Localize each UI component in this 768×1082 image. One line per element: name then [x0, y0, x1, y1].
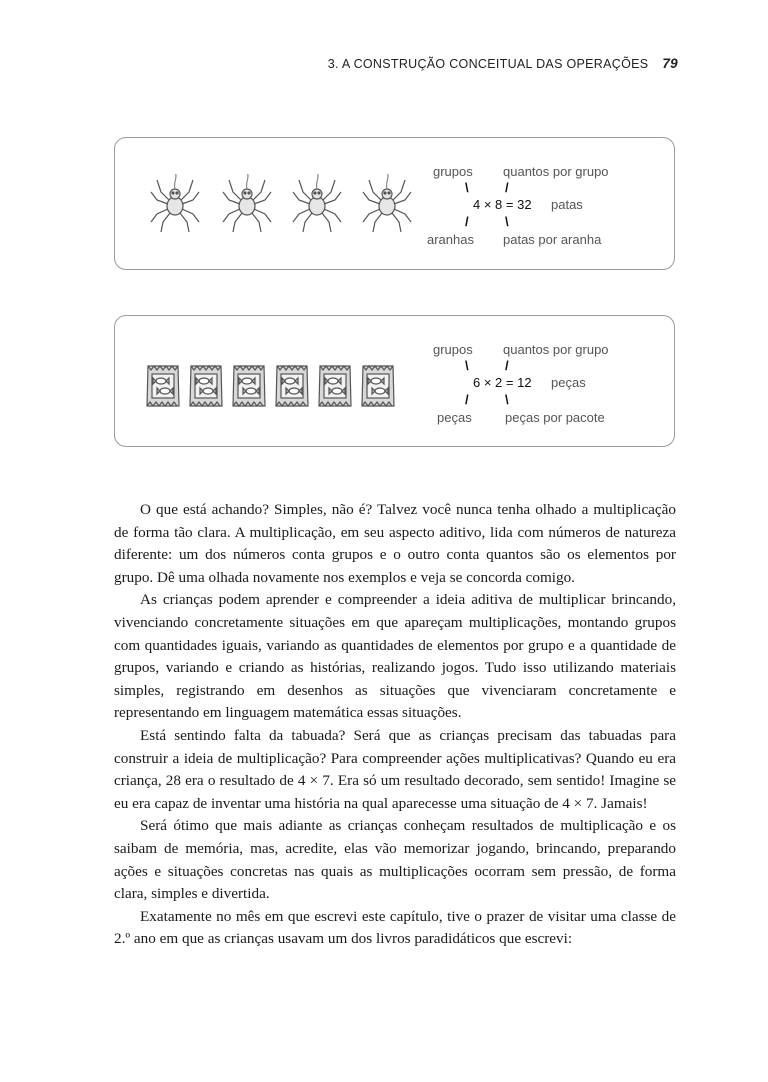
page-number: 79 — [662, 56, 678, 71]
candy-bag-icon — [189, 365, 223, 407]
example-box-candy-bags: grupos quantos por grupo \ / 6 × 2 = 12 … — [114, 315, 675, 447]
label-per-group: quantos por grupo — [503, 164, 609, 179]
body-text: O que está achando? Simples, não é? Talv… — [114, 499, 676, 951]
label-groups-name: peças — [437, 410, 472, 425]
candy-bag-icon — [318, 365, 352, 407]
connector-line: / — [505, 358, 509, 373]
result-unit: peças — [551, 375, 586, 390]
chapter-title: 3. A CONSTRUÇÃO CONCEITUAL DAS OPERAÇÕES — [327, 57, 649, 71]
spider-icon — [222, 174, 272, 233]
spider-icon — [362, 174, 412, 233]
multiplication-diagram: grupos quantos por grupo \ / 4 × 8 = 32 … — [421, 156, 661, 256]
candy-bag-icon — [275, 365, 309, 407]
connector-line: / — [465, 214, 469, 229]
label-groups: grupos — [433, 164, 473, 179]
spider-icon — [292, 174, 342, 233]
spider-icon — [150, 174, 200, 233]
candy-bag-icon — [232, 365, 266, 407]
label-groups: grupos — [433, 342, 473, 357]
label-groups-name: aranhas — [427, 232, 474, 247]
running-header: 3. A CONSTRUÇÃO CONCEITUAL DAS OPERAÇÕES… — [328, 56, 678, 71]
label-per-group-name: peças por pacote — [505, 410, 605, 425]
spiders-illustration — [150, 174, 412, 233]
connector-line: \ — [465, 358, 469, 373]
candy-bag-icon — [146, 365, 180, 407]
label-per-group: quantos por grupo — [503, 342, 609, 357]
equation: 6 × 2 = 12 — [473, 375, 532, 390]
equation: 4 × 8 = 32 — [473, 197, 532, 212]
connector-line: \ — [465, 180, 469, 195]
connector-line: \ — [505, 214, 509, 229]
spider-group — [143, 174, 433, 236]
paragraph: As crianças podem aprender e compreender… — [114, 591, 676, 722]
paragraph: Exatamente no mês em que escrevi este ca… — [114, 907, 676, 948]
connector-line: / — [505, 180, 509, 195]
paragraph: Será ótimo que mais adiante as crianças … — [114, 817, 676, 903]
candy-bags-illustration — [146, 365, 395, 407]
paragraph: Está sentindo falta da tabuada? Será que… — [114, 726, 676, 812]
example-box-spiders: grupos quantos por grupo \ / 4 × 8 = 32 … — [114, 137, 675, 270]
candy-bag-icon — [361, 365, 395, 407]
connector-line: \ — [505, 392, 509, 407]
candy-bag-group — [145, 362, 405, 410]
multiplication-diagram: grupos quantos por grupo \ / 6 × 2 = 12 … — [421, 334, 661, 434]
connector-line: / — [465, 392, 469, 407]
result-unit: patas — [551, 197, 583, 212]
label-per-group-name: patas por aranha — [503, 232, 602, 247]
paragraph: O que está achando? Simples, não é? Talv… — [114, 501, 676, 586]
